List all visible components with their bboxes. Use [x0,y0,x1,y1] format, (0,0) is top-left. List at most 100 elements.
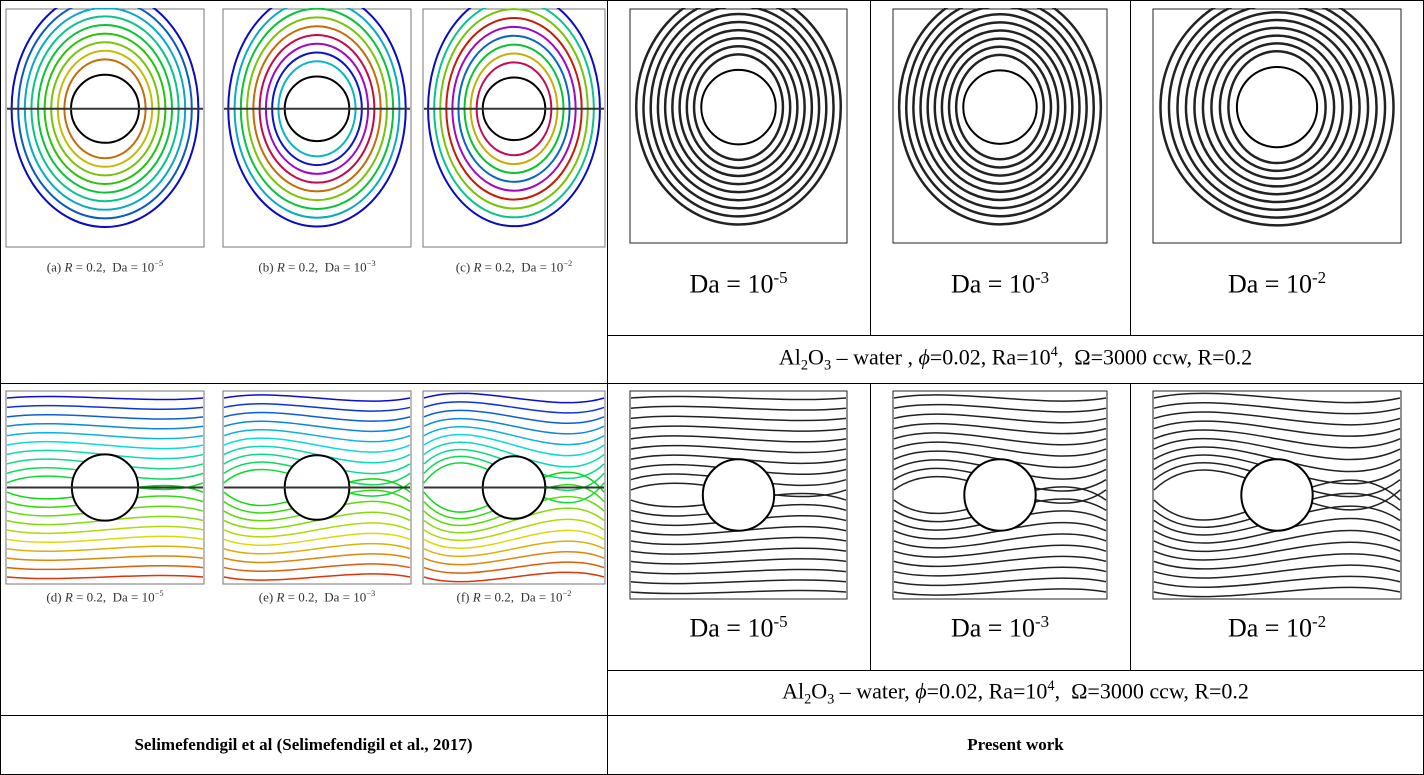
isotherm [424,541,604,556]
isotherm [424,435,604,456]
contour-image [5,8,205,248]
caption-part: O [808,344,824,369]
caption-part: , Ω=3000 ccw, R=0.2 [1055,678,1249,703]
caption-part: = 0.2, Da = 10 [481,259,563,274]
caption: (b) R = 0.2, Da = 10−3 [222,258,412,275]
caption-part: -3 [1035,268,1049,287]
caption-part: =0.02, Ra=10 [927,678,1048,703]
caption: Da = 10-3 [870,268,1130,300]
caption-part: = 0.2, Da = 10 [72,259,154,274]
contour-image [629,8,848,244]
isotherm [894,556,1106,566]
contour-image [222,8,412,248]
caption: Da = 10-5 [607,612,870,644]
caption-part: = 0.2, Da = 10 [481,589,563,604]
caption-part: 4 [1047,678,1054,694]
isotherm [7,406,203,410]
caption: Da = 10-3 [870,612,1130,644]
caption: (a) R = 0.2, Da = 10−5 [5,258,205,275]
caption-part: Da = 10 [1228,614,1312,643]
caption: Al2O3 – water , ϕ=0.02, Ra=104, Ω=3000 c… [607,344,1424,375]
figure-table: Selimefendigil et al (Selimefendigil et … [0,0,1424,775]
caption-part: (d) [46,589,64,604]
caption-part: Da = 10 [951,614,1035,643]
caption-part: (a) [47,259,65,274]
isotherm [894,424,1106,434]
isotherm [424,419,604,434]
isotherm [631,590,846,593]
cylinder [1237,67,1317,147]
caption: Al2O3 – water, ϕ=0.02, Ra=104, Ω=3000 cc… [607,678,1424,709]
contour-image [5,390,205,585]
isotherm [224,438,410,452]
caption-part: = 0.2, Da = 10 [285,259,367,274]
isotherm [631,569,846,573]
cylinder [703,459,774,530]
isotherm [7,415,203,419]
isotherm [424,393,604,402]
caption-part: = 0.2, Da = 10 [284,589,366,604]
caption: (e) R = 0.2, Da = 10−3 [222,588,412,605]
caption-part: −5 [154,258,163,268]
isotherm [7,526,203,533]
isotherm [7,396,203,399]
isotherm [7,566,203,570]
caption: Da = 10-5 [607,268,870,300]
caption-part: R [65,589,73,604]
caption-part: = 0.2, Da = 10 [73,589,155,604]
isotherm [7,536,203,542]
caption-part: -2 [1312,612,1326,631]
cylinder [964,459,1035,530]
isotherm [894,405,1106,412]
caption-part: 2 [801,358,808,374]
row-divider [0,715,1424,716]
caption-part: R [277,259,285,274]
contour-image [422,390,606,585]
caption-part: -5 [773,612,787,631]
caption-part: (f) [456,589,472,604]
caption-part: ϕ [915,678,926,703]
isotherm [631,416,846,420]
caption-part: =0.02, Ra=10 [930,344,1051,369]
isotherm [631,537,846,544]
isotherm [1154,421,1400,436]
contour-image [892,8,1108,244]
isotherm [424,519,604,540]
row-divider [607,670,1424,671]
isotherm [894,414,1106,423]
caption: Da = 10-2 [1130,268,1424,300]
caption-part: ϕ [918,344,929,369]
caption-part: – water, [834,678,915,703]
isotherm [7,424,203,429]
caption-part: -3 [1035,612,1049,631]
isotherm [1154,554,1400,569]
isotherm [7,433,203,439]
isotherm [894,589,1106,595]
caption-part: -2 [1312,268,1326,287]
caption-part: – water , [831,344,918,369]
caption-part: 4 [1051,344,1058,360]
isotherm [631,580,846,584]
contour-image [1152,390,1402,600]
caption: (c) R = 0.2, Da = 10−2 [422,258,606,275]
isotherm [224,395,410,401]
caption-part: (c) [456,259,474,274]
isotherm [7,575,203,578]
caption: Da = 10-2 [1130,612,1424,644]
caption-part: O [811,678,827,703]
isotherm [224,564,410,571]
isotherm [631,436,846,442]
isotherm [631,446,846,453]
caption-part: −2 [563,258,572,268]
caption: (f) R = 0.2, Da = 10−2 [422,588,606,605]
isotherm [224,404,410,411]
footer-right: Present work [607,735,1424,755]
isotherm [631,548,846,554]
caption: (d) R = 0.2, Da = 10−5 [5,588,205,605]
caption-part: Da = 10 [951,270,1035,299]
caption-part: (b) [258,259,276,274]
caption-part: (e) [259,589,277,604]
row-divider [607,335,1424,336]
caption-part: −3 [366,588,375,598]
isotherm [894,395,1106,401]
